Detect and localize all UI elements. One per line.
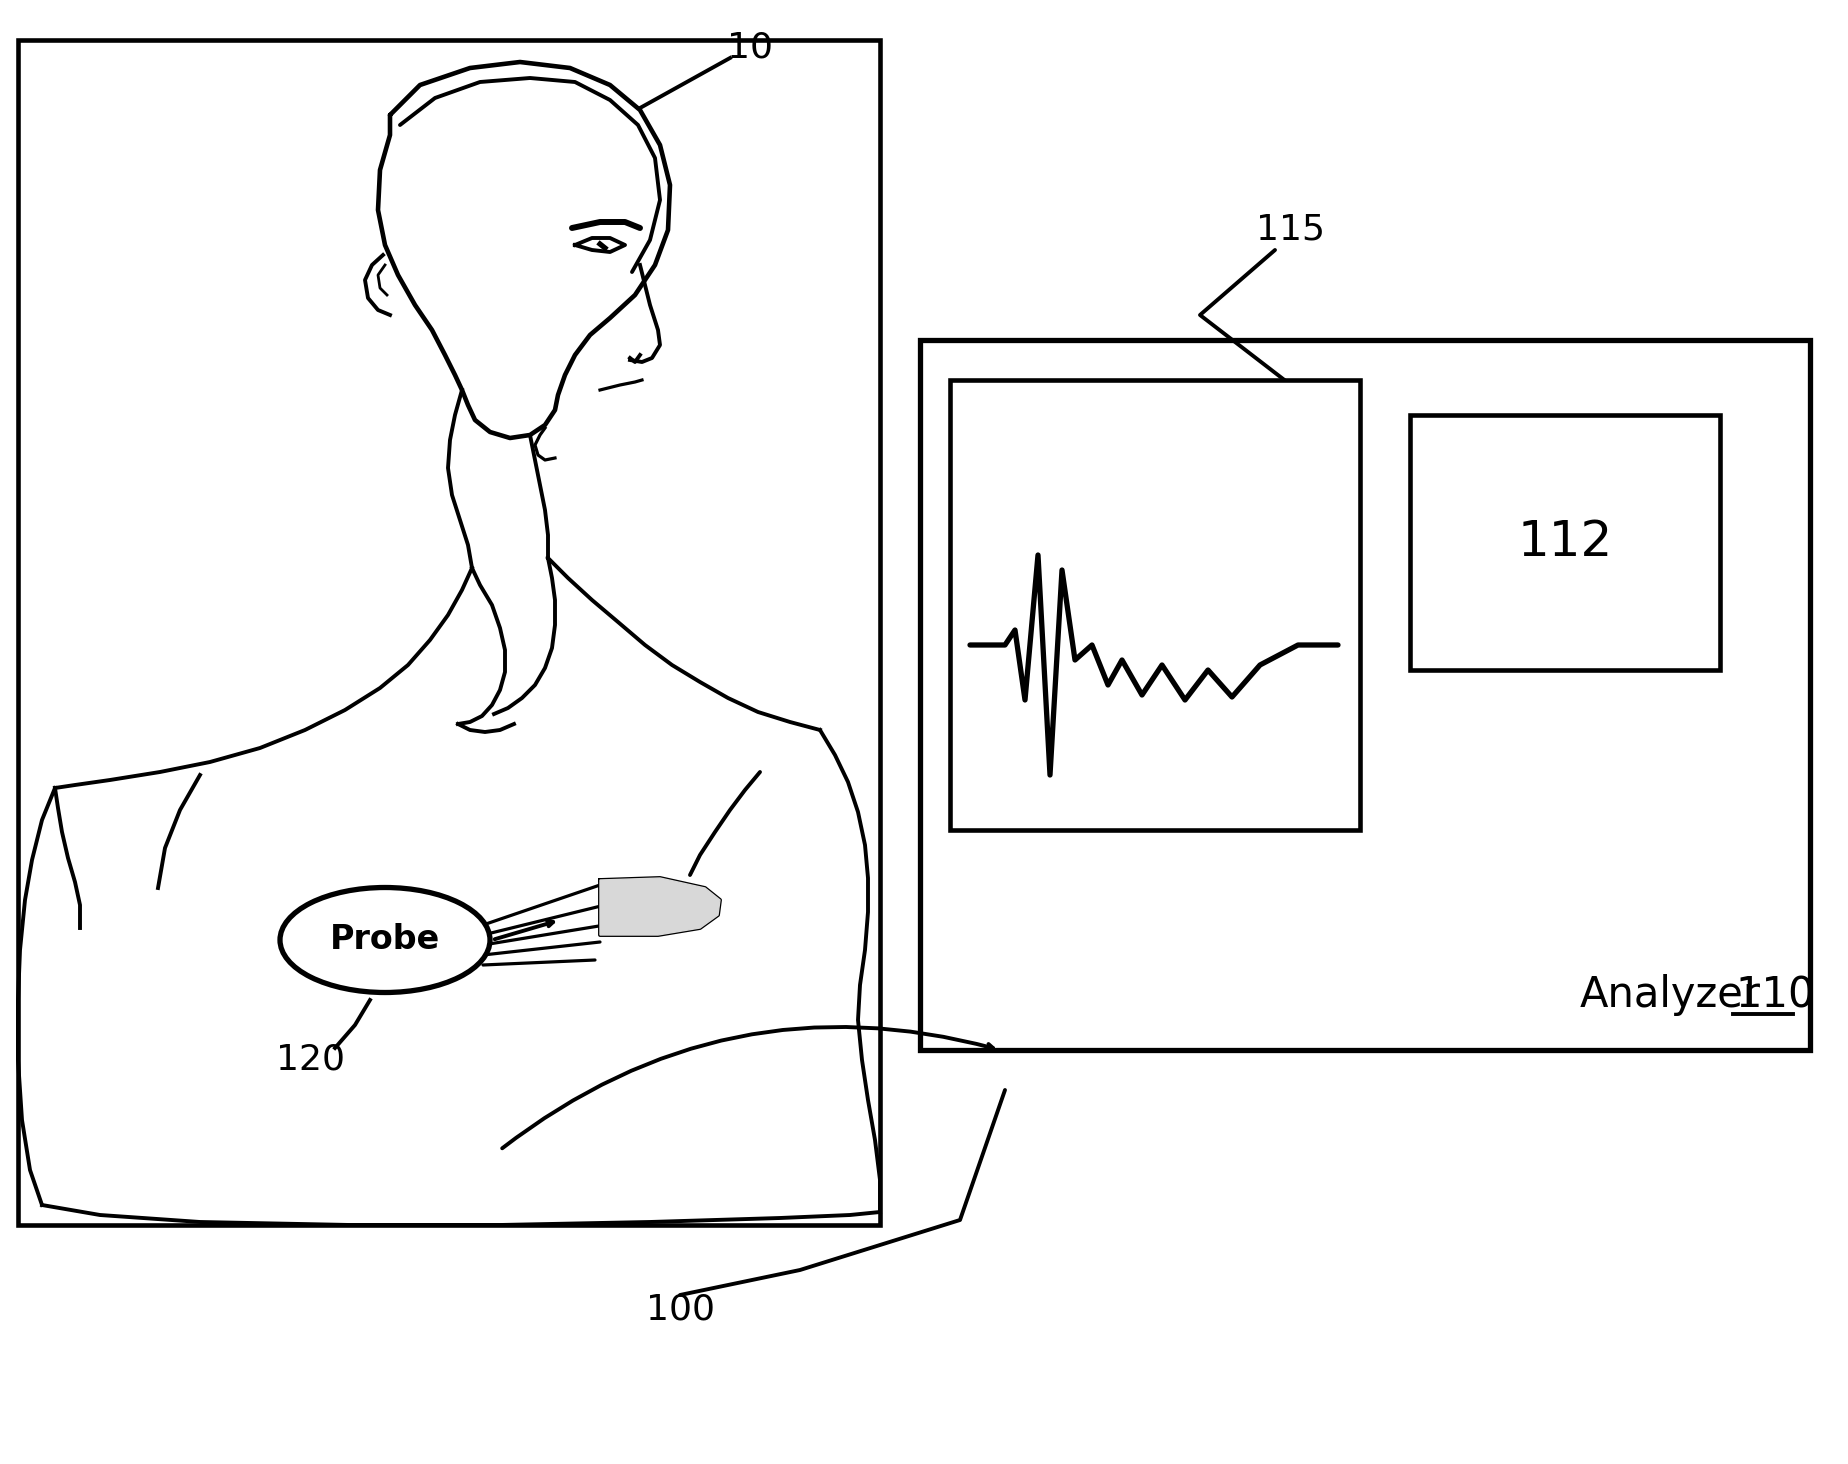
Text: 110: 110 — [1733, 974, 1813, 1016]
Text: Probe: Probe — [329, 924, 440, 956]
Ellipse shape — [279, 887, 490, 993]
Bar — [18, 40, 880, 1225]
Text: Analyzer: Analyzer — [1580, 974, 1759, 1016]
Bar — [920, 340, 1809, 1050]
Bar — [950, 381, 1360, 830]
Text: 100: 100 — [645, 1293, 713, 1326]
Text: 115: 115 — [1255, 212, 1323, 247]
Bar — [1410, 414, 1719, 671]
Text: 112: 112 — [1517, 518, 1611, 567]
Text: 10: 10 — [726, 31, 772, 64]
Text: 120: 120 — [275, 1042, 344, 1078]
Polygon shape — [599, 878, 719, 935]
